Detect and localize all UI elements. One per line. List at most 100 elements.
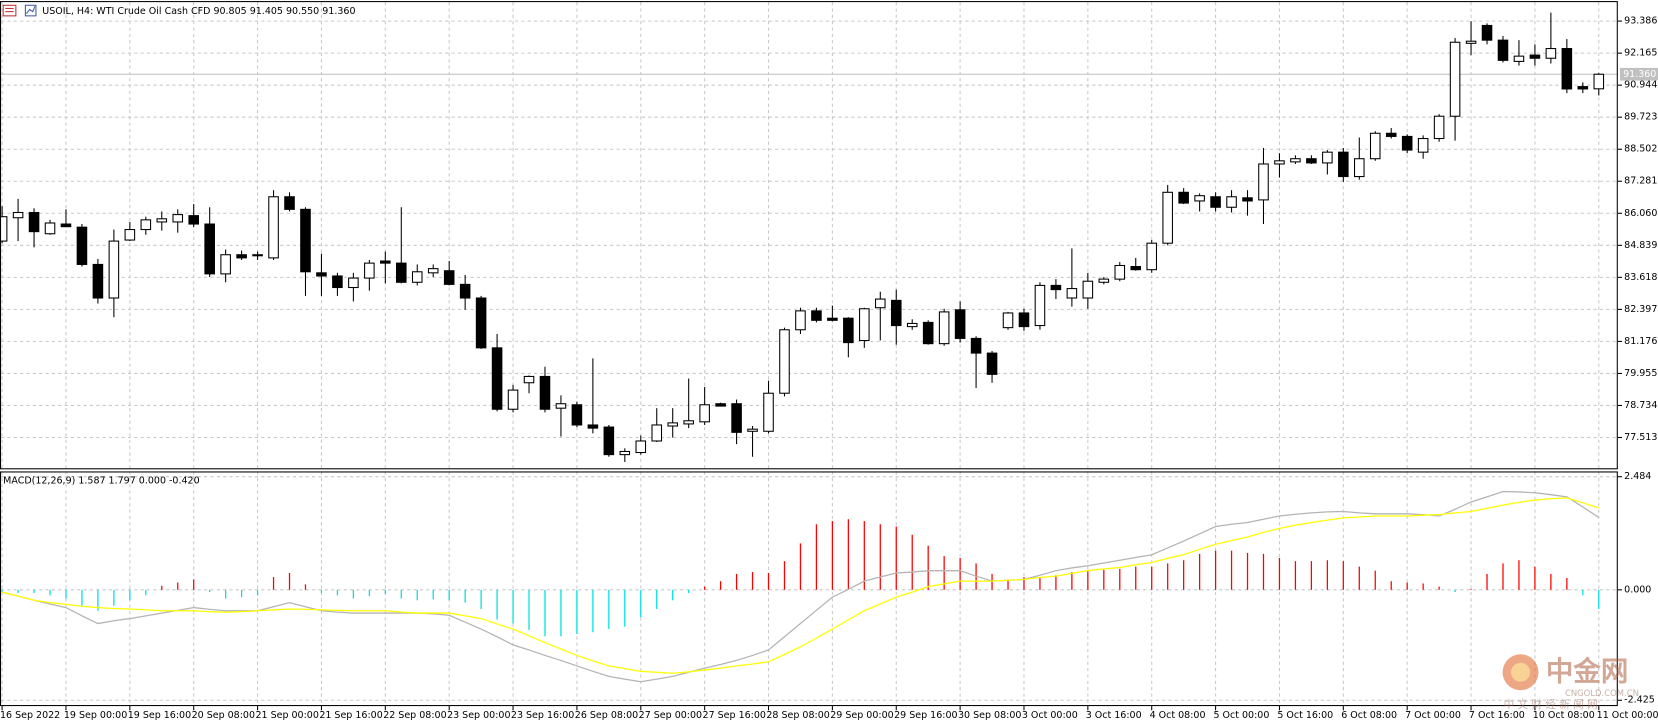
y-tick-label: 88.502 — [1624, 144, 1657, 155]
candle-body — [380, 260, 391, 264]
x-tick-label: 3 Oct 16:00 — [1086, 710, 1142, 721]
candle-body — [1338, 151, 1349, 178]
candle-body — [92, 263, 104, 299]
y-tick-label: 78.734 — [1624, 400, 1657, 411]
x-tick-label: 21 Sep 16:00 — [319, 710, 382, 721]
candle-body — [1098, 278, 1110, 283]
y-tick-label: -2.425 — [1624, 695, 1655, 706]
candle-body — [1369, 132, 1381, 160]
y-tick-label: 90.944 — [1624, 80, 1657, 91]
x-tick-label: 4 Oct 08:00 — [1150, 710, 1206, 721]
candle-body — [44, 222, 56, 235]
x-tick-label: 30 Sep 08:00 — [958, 710, 1021, 721]
macd-panel-frame — [0, 471, 1618, 707]
candle-body — [827, 317, 838, 321]
candle-body — [954, 309, 966, 339]
candle-body — [1162, 191, 1173, 244]
candle-body — [555, 403, 567, 409]
x-tick-label: 19 Sep 00:00 — [64, 710, 127, 721]
x-tick-label: 16 Sep 2022 — [0, 710, 60, 721]
candle-body — [1002, 312, 1014, 329]
candle-body — [395, 262, 407, 283]
candle-body — [124, 229, 136, 241]
x-tick-label: 11 Oct 00:00 — [1597, 710, 1658, 721]
candle-body — [172, 214, 184, 223]
candle-body — [795, 310, 806, 331]
y-tick-label: 86.060 — [1624, 208, 1657, 219]
candle-body — [635, 440, 647, 454]
candle-body — [970, 337, 982, 354]
candle-body — [859, 308, 870, 342]
candle-body — [156, 218, 168, 223]
candle-body — [539, 375, 551, 410]
candle-body — [619, 450, 631, 456]
y-tick-label: 84.839 — [1624, 240, 1657, 251]
watermark-tagline: 中 文 财 经 新 闻 网 — [1504, 698, 1598, 711]
x-tick-label: 5 Oct 00:00 — [1213, 710, 1269, 721]
candle-body — [140, 219, 152, 231]
candle-body — [763, 392, 774, 432]
candle-body — [986, 352, 998, 375]
candle-body — [906, 322, 918, 328]
candle-body — [683, 420, 694, 425]
candle-body — [1242, 197, 1253, 202]
candle-body — [507, 389, 519, 410]
candle-body — [411, 271, 423, 283]
candle-body — [523, 375, 535, 384]
candle-body — [1258, 163, 1269, 201]
candle-body — [651, 424, 663, 442]
candle-body — [843, 317, 854, 344]
y-tick-label: 82.397 — [1624, 304, 1657, 315]
candle-body — [1417, 137, 1429, 153]
candle-body — [779, 329, 790, 394]
chart-title: USOIL, H4: WTI Crude Oil Cash CFD 90.805… — [42, 6, 355, 17]
candle-body — [268, 196, 279, 259]
candle-body — [938, 311, 950, 345]
candle-body — [1210, 196, 1221, 208]
icon-line — [26, 6, 36, 15]
y-tick-label: 2.484 — [1624, 471, 1651, 482]
candle-body — [1274, 160, 1285, 165]
candle-body — [300, 208, 311, 273]
candle-body — [1034, 284, 1046, 327]
candle-body — [1050, 284, 1062, 291]
candle-body — [1593, 73, 1605, 90]
x-tick-label: 5 Oct 16:00 — [1277, 710, 1333, 721]
candle-body — [1481, 24, 1493, 41]
candle-body — [443, 270, 455, 285]
y-tick-label: 87.281 — [1624, 176, 1657, 187]
candle-body — [76, 226, 88, 265]
y-tick-label: 92.165 — [1624, 48, 1657, 59]
watermark: 中金网 CNGOLD.COM.CN 中 文 财 经 新 闻 网 — [1502, 654, 1639, 711]
y-tick-label: 83.618 — [1624, 272, 1657, 283]
candle-body — [1561, 48, 1573, 90]
candle-body — [603, 426, 615, 456]
y-tick-label: 0.000 — [1624, 584, 1651, 595]
x-tick-label: 6 Oct 08:00 — [1341, 710, 1397, 721]
candle-body — [1178, 191, 1189, 204]
menu-icon[interactable] — [2, 4, 17, 17]
candle-body — [811, 310, 822, 321]
candle-body — [874, 298, 886, 309]
candle-body — [252, 254, 263, 257]
candle-body — [220, 254, 231, 275]
candle-body — [1306, 158, 1317, 164]
candle-body — [364, 262, 375, 279]
candle-body — [475, 297, 487, 349]
candle-body — [1497, 39, 1509, 61]
candle-body — [316, 272, 327, 277]
candle-body — [667, 422, 679, 427]
y-tick-label: 79.955 — [1624, 368, 1657, 379]
y-tick-label: 89.723 — [1624, 112, 1657, 123]
candle-body — [731, 403, 742, 433]
candle-body — [1433, 115, 1445, 140]
y-tick-label: 77.513 — [1624, 432, 1657, 443]
candle-body — [1194, 195, 1205, 202]
last-price-box — [1619, 67, 1658, 81]
x-tick-label: 10 Oct 08:00 — [1533, 710, 1595, 721]
candle-body — [1449, 41, 1461, 117]
x-tick-label: 28 Sep 08:00 — [766, 710, 829, 721]
